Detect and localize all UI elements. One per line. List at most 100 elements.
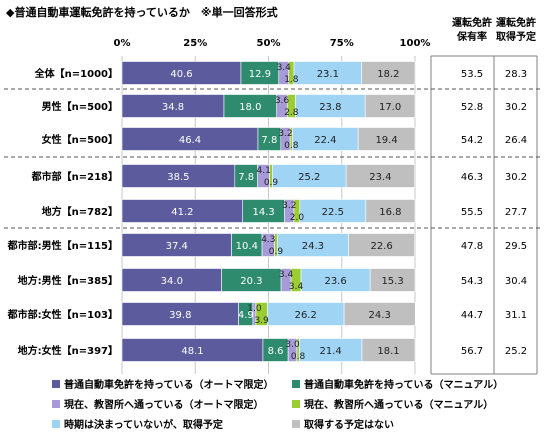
bar-value-label: 22.6 <box>370 241 392 252</box>
category-label: 地方【n=782】 <box>42 205 118 218</box>
bar-value-label: 46.4 <box>179 135 201 146</box>
side-column-value: 25.2 <box>505 346 527 357</box>
bar-value-label: 24.3 <box>302 241 324 252</box>
bar-value-label: 18.2 <box>377 69 399 80</box>
side-column-header: 運転免許 <box>452 16 492 29</box>
category-label: 都市部【n=218】 <box>31 170 118 183</box>
bar-value-label: 34.0 <box>161 276 183 287</box>
bar-value-label: 15.3 <box>381 276 403 287</box>
side-column-header: 保有率 <box>456 30 487 43</box>
bar-value-label: 48.1 <box>181 346 203 357</box>
bar-value-label: 21.4 <box>319 346 341 357</box>
legend-swatch <box>52 420 60 428</box>
bar-value-label: 38.5 <box>167 172 189 183</box>
bar-value-label: 12.9 <box>249 69 271 80</box>
bar-value-label: 2.8 <box>284 108 299 118</box>
legend-label: 普通自動車免許を持っている（マニュアル） <box>304 378 503 391</box>
bar-segment <box>348 233 416 257</box>
bar-value-label: 18.0 <box>239 102 261 113</box>
bar-value-label: 18.1 <box>377 346 399 357</box>
legend-swatch <box>292 400 300 408</box>
bar-value-label: 1.0 <box>247 304 262 314</box>
legend-swatch <box>52 380 60 388</box>
bar-value-label: 37.4 <box>166 241 188 252</box>
x-tick-label: 100% <box>400 38 431 49</box>
bar-value-label: 25.2 <box>298 172 320 183</box>
bar-value-label: 24.3 <box>369 310 391 321</box>
bar-value-label: 3.2 <box>278 129 292 139</box>
x-tick-label: 25% <box>183 38 207 49</box>
bar-value-label: 3.4 <box>289 282 304 292</box>
bar-value-label: 22.5 <box>322 207 344 218</box>
category-label: 女性【n=500】 <box>42 133 118 146</box>
side-column-value: 30.2 <box>505 172 527 183</box>
bar-value-label: 23.1 <box>317 69 339 80</box>
side-column-value: 55.5 <box>461 207 483 218</box>
category-label: 地方:男性【n=385】 <box>18 274 118 287</box>
category-label: 全体【n=1000】 <box>34 67 118 80</box>
category-label: 男性【n=500】 <box>42 100 118 113</box>
bar-segment <box>365 199 416 223</box>
bar-value-label: 4.9 <box>238 310 254 321</box>
bar-value-label: 3.4 <box>277 63 292 73</box>
bar-segment <box>357 127 416 151</box>
side-column-header: 運転免許 <box>496 16 536 29</box>
side-column-value: 28.3 <box>505 69 527 80</box>
side-column-value: 53.5 <box>461 69 483 80</box>
bar-segment <box>364 94 416 118</box>
side-column-value: 30.4 <box>505 276 527 287</box>
side-column-value: 54.3 <box>461 276 483 287</box>
bar-value-label: 41.2 <box>171 207 193 218</box>
bar-value-label: 7.8 <box>261 135 277 146</box>
bar-value-label: 20.3 <box>240 276 262 287</box>
side-column-value: 27.7 <box>505 207 527 218</box>
bar-value-label: 19.4 <box>375 135 397 146</box>
bar-value-label: 23.4 <box>369 172 391 183</box>
bar-value-label: 16.8 <box>379 207 401 218</box>
chart-title: ◆普通自動車運転免許を持っているか ※単一回答形式 <box>6 6 278 19</box>
bar-value-label: 0.9 <box>269 247 284 257</box>
bar-value-label: 0.8 <box>291 352 306 362</box>
legend-swatch <box>292 380 300 388</box>
category-label: 地方:女性【n=397】 <box>18 344 118 357</box>
bar-segment <box>345 164 416 188</box>
bar-value-label: 39.8 <box>169 310 191 321</box>
bar-value-label: 17.0 <box>379 102 401 113</box>
bar-segment <box>343 302 416 326</box>
legend-label: 取得する予定はない <box>304 418 394 431</box>
legend-label: 現在、教習所へ通っている（マニュアル） <box>304 398 493 411</box>
category-label: 都市部:女性【n=103】 <box>7 308 118 321</box>
side-column-value: 46.3 <box>461 172 483 183</box>
bar-value-label: 23.8 <box>319 102 341 113</box>
bar-value-label: 0.8 <box>284 141 299 151</box>
bar-value-label: 3.0 <box>285 340 300 350</box>
bar-value-label: 10.4 <box>236 241 258 252</box>
side-column-value: 29.5 <box>505 241 527 252</box>
bar-value-label: 4.3 <box>261 235 275 245</box>
bar-value-label: 2.0 <box>290 213 305 223</box>
side-column-value: 47.8 <box>461 241 483 252</box>
legend-label: 時期は決まっていないが、取得予定 <box>64 418 223 431</box>
side-column-value: 56.7 <box>461 346 483 357</box>
bar-value-label: 8.6 <box>268 346 284 357</box>
bar-value-label: 22.4 <box>314 135 336 146</box>
side-column-value: 30.2 <box>505 102 527 113</box>
side-column-value: 26.4 <box>505 135 527 146</box>
bar-value-label: 34.8 <box>162 102 184 113</box>
bar-value-label: 0.9 <box>264 178 279 188</box>
side-column-header: 取得予定 <box>496 30 536 43</box>
side-column-value: 31.1 <box>505 310 527 321</box>
side-column-value: 54.2 <box>461 135 483 146</box>
bar-value-label: 26.2 <box>295 310 317 321</box>
bar-value-label: 23.6 <box>324 276 346 287</box>
bar-value-label: 3.2 <box>282 201 296 211</box>
bar-segment <box>361 61 416 85</box>
bar-value-label: 40.6 <box>170 69 192 80</box>
bar-value-label: 1.8 <box>284 75 299 85</box>
x-tick-label: 0% <box>114 38 131 49</box>
bar-segment <box>361 338 416 362</box>
legend-swatch <box>52 400 60 408</box>
category-label: 都市部:男性【n=115】 <box>7 239 118 252</box>
bar-value-label: 4.1 <box>257 166 271 176</box>
